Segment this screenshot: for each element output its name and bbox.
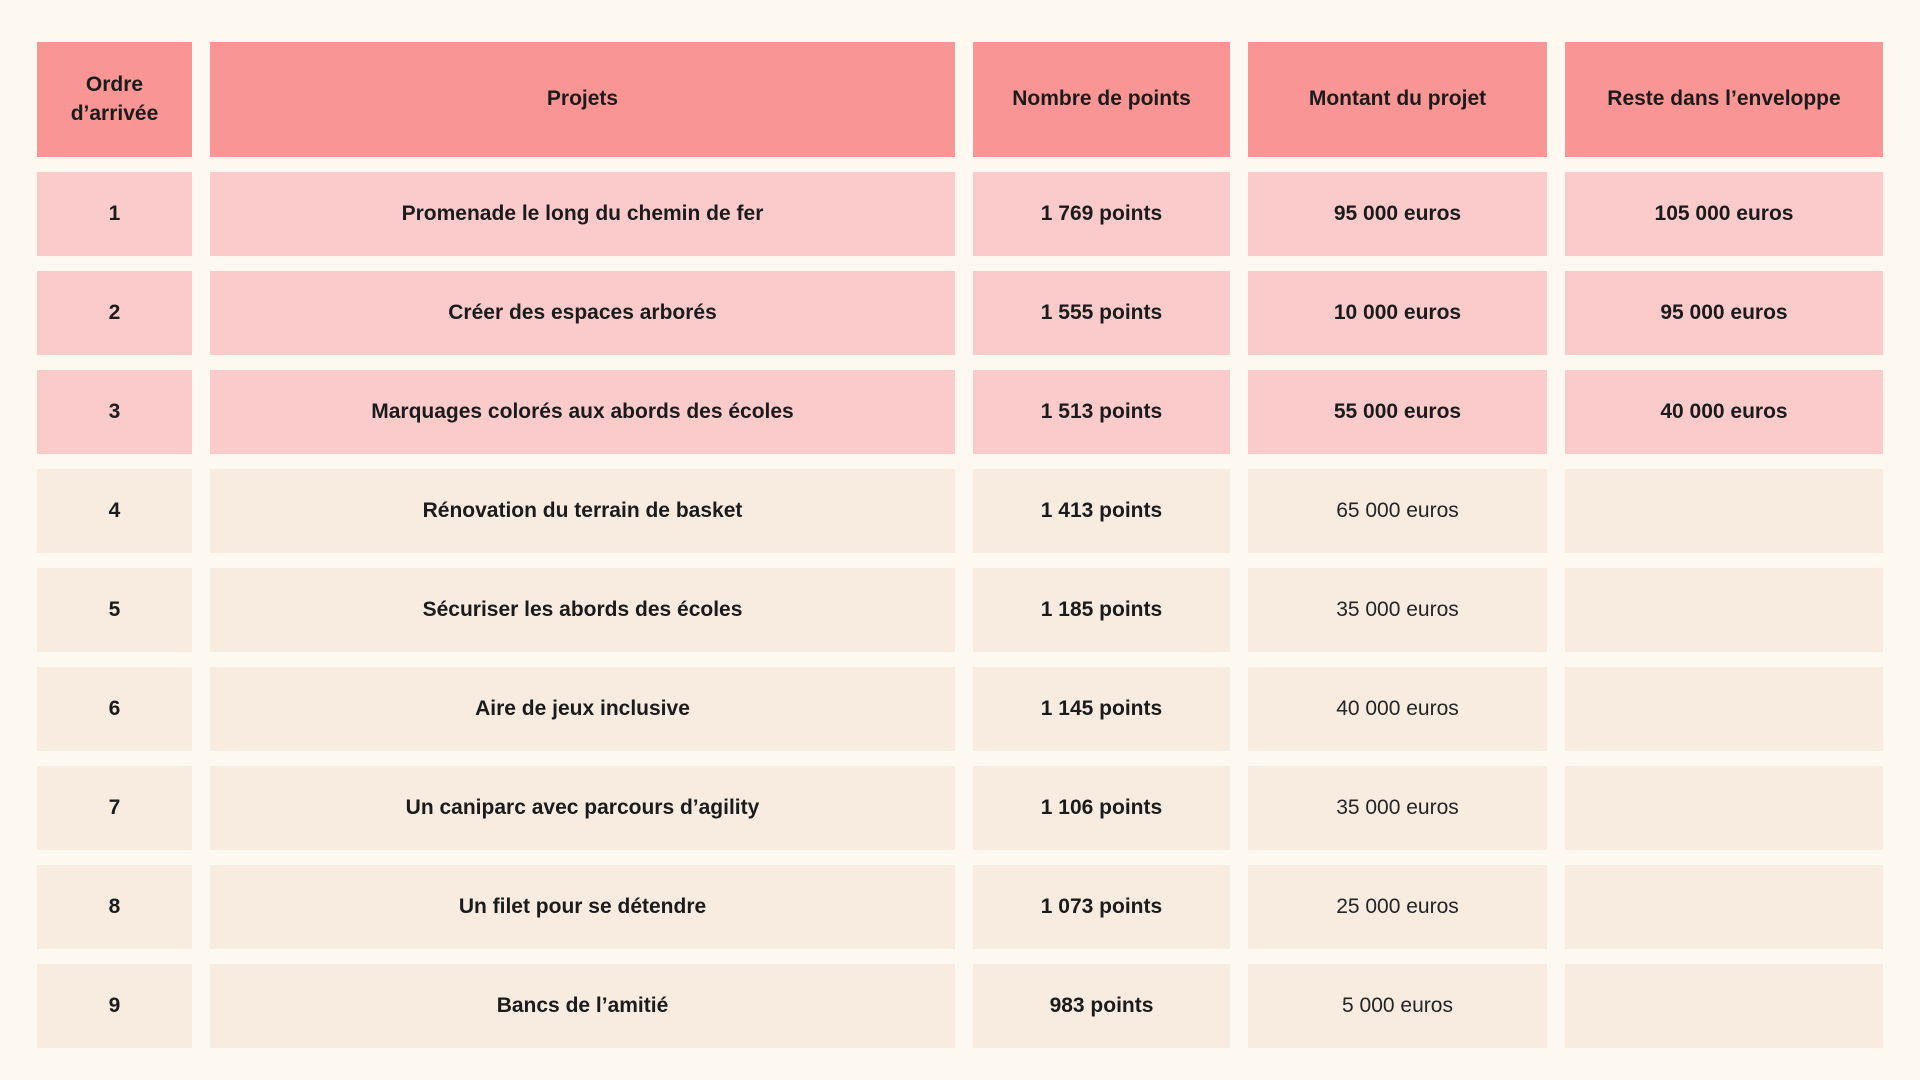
row-5-project-cell: Sécuriser les abords des écoles bbox=[210, 568, 955, 652]
row-8-remaining-cell bbox=[1565, 865, 1883, 949]
column-header-project: Projets bbox=[210, 42, 955, 157]
row-5-remaining-cell bbox=[1565, 568, 1883, 652]
row-8-amount-cell: 25 000 euros bbox=[1248, 865, 1547, 949]
row-7-remaining-cell bbox=[1565, 766, 1883, 850]
column-header-points: Nombre de points bbox=[973, 42, 1230, 157]
row-9-order-cell: 9 bbox=[37, 964, 192, 1048]
row-6-order-cell: 6 bbox=[37, 667, 192, 751]
row-2-project-cell: Créer des espaces arborés bbox=[210, 271, 955, 355]
row-7-order-cell: 7 bbox=[37, 766, 192, 850]
row-6-remaining-cell bbox=[1565, 667, 1883, 751]
row-9-project-cell: Bancs de l’amitié bbox=[210, 964, 955, 1048]
row-6-amount-cell: 40 000 euros bbox=[1248, 667, 1547, 751]
row-1-remaining-cell: 105 000 euros bbox=[1565, 172, 1883, 256]
row-2-order-cell: 2 bbox=[37, 271, 192, 355]
row-3-project-cell: Marquages colorés aux abords des écoles bbox=[210, 370, 955, 454]
row-4-project-cell: Rénovation du terrain de basket bbox=[210, 469, 955, 553]
row-4-order-cell: 4 bbox=[37, 469, 192, 553]
column-header-amount: Montant du projet bbox=[1248, 42, 1547, 157]
column-header-remaining: Reste dans l’enveloppe bbox=[1565, 42, 1883, 157]
row-2-points-cell: 1 555 points bbox=[973, 271, 1230, 355]
row-9-remaining-cell bbox=[1565, 964, 1883, 1048]
row-1-order-cell: 1 bbox=[37, 172, 192, 256]
row-4-remaining-cell bbox=[1565, 469, 1883, 553]
row-5-order-cell: 5 bbox=[37, 568, 192, 652]
row-3-points-cell: 1 513 points bbox=[973, 370, 1230, 454]
row-4-amount-cell: 65 000 euros bbox=[1248, 469, 1547, 553]
row-1-amount-cell: 95 000 euros bbox=[1248, 172, 1547, 256]
results-table: Ordre d’arrivée Projets Nombre de points… bbox=[37, 42, 1920, 1048]
row-8-project-cell: Un filet pour se détendre bbox=[210, 865, 955, 949]
row-7-amount-cell: 35 000 euros bbox=[1248, 766, 1547, 850]
column-header-order: Ordre d’arrivée bbox=[37, 42, 192, 157]
row-3-remaining-cell: 40 000 euros bbox=[1565, 370, 1883, 454]
row-1-project-cell: Promenade le long du chemin de fer bbox=[210, 172, 955, 256]
row-9-amount-cell: 5 000 euros bbox=[1248, 964, 1547, 1048]
row-6-points-cell: 1 145 points bbox=[973, 667, 1230, 751]
row-5-points-cell: 1 185 points bbox=[973, 568, 1230, 652]
row-3-amount-cell: 55 000 euros bbox=[1248, 370, 1547, 454]
row-9-points-cell: 983 points bbox=[973, 964, 1230, 1048]
row-7-points-cell: 1 106 points bbox=[973, 766, 1230, 850]
row-2-amount-cell: 10 000 euros bbox=[1248, 271, 1547, 355]
row-7-project-cell: Un caniparc avec parcours d’agility bbox=[210, 766, 955, 850]
row-1-points-cell: 1 769 points bbox=[973, 172, 1230, 256]
row-5-amount-cell: 35 000 euros bbox=[1248, 568, 1547, 652]
row-4-points-cell: 1 413 points bbox=[973, 469, 1230, 553]
row-6-project-cell: Aire de jeux inclusive bbox=[210, 667, 955, 751]
row-8-points-cell: 1 073 points bbox=[973, 865, 1230, 949]
row-8-order-cell: 8 bbox=[37, 865, 192, 949]
row-2-remaining-cell: 95 000 euros bbox=[1565, 271, 1883, 355]
row-3-order-cell: 3 bbox=[37, 370, 192, 454]
